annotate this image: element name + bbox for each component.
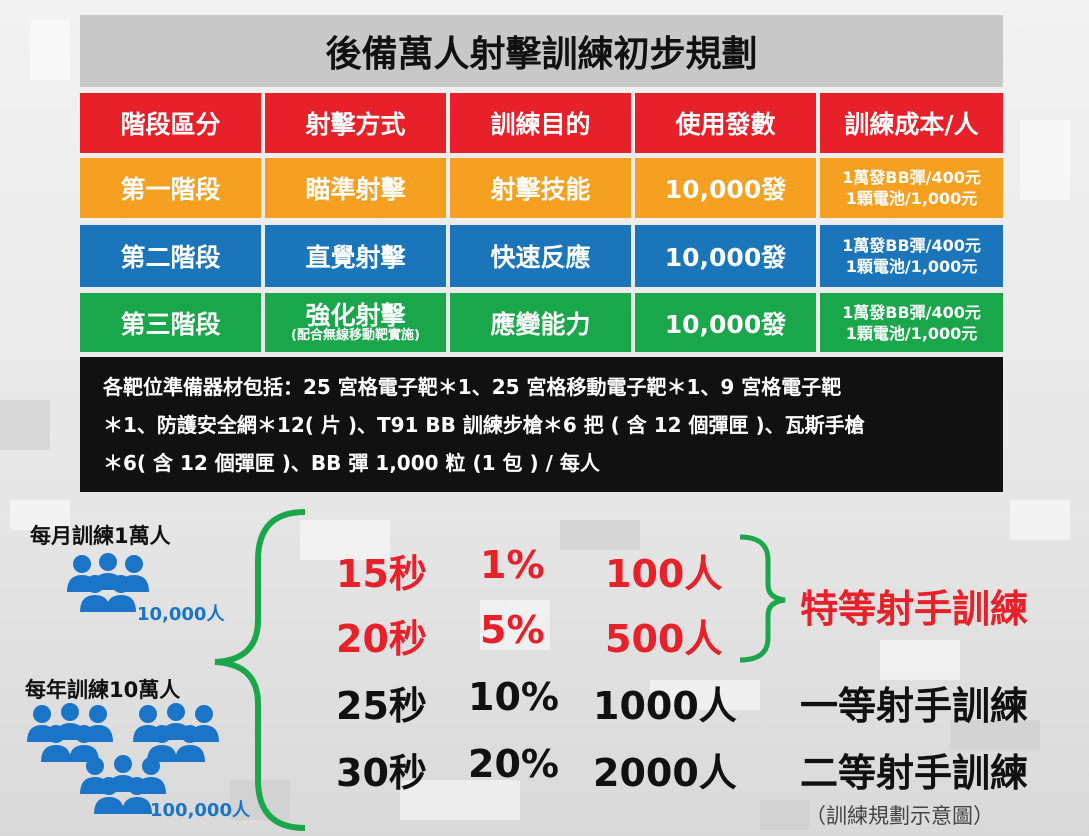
equipment-box: [80, 357, 1003, 492]
right-brace: [739, 534, 786, 663]
tier-people: 100人: [605, 552, 723, 596]
cell: 快速反應: [450, 225, 631, 287]
cost-cell: 1萬發BB彈/400元 1顆電池/1,000元: [820, 293, 1003, 352]
cell: 強化射擊 (配合無線移動靶實施): [265, 293, 446, 352]
yearly-count: 100,000人: [150, 800, 250, 821]
equipment-line: ＊6( 含 12 個彈匣 )、BB 彈 1,000 粒 (1 包 ) / 每人: [103, 451, 600, 475]
tier-time: 30秒: [336, 751, 427, 795]
cost-line: 1顆電池/1,000元: [845, 257, 978, 276]
first-label: 一等射手訓練: [800, 684, 1029, 728]
cost-line: 1萬發BB彈/400元: [842, 236, 981, 255]
header-cell: 階段區分: [80, 93, 261, 153]
tier-percent: 5%: [480, 608, 545, 652]
tier-people: 2000人: [593, 751, 737, 795]
method: 強化射擊: [305, 300, 406, 330]
cost-line: 1顆電池/1,000元: [845, 189, 978, 208]
cell: 射擊技能: [450, 158, 631, 218]
cell: 直覺射擊: [265, 225, 446, 287]
tier-percent: 10%: [468, 675, 559, 719]
tier-percent: 1%: [480, 543, 545, 587]
cell: 瞄準射擊: [265, 158, 446, 218]
cell: 應變能力: [450, 293, 631, 352]
cell: 第一階段: [80, 158, 261, 218]
equipment-line: ＊1、防護安全網＊12( 片 )、T91 BB 訓練步槍＊6 把 ( 含 12 …: [103, 413, 865, 437]
cost-cell: 1萬發BB彈/400元 1顆電池/1,000元: [820, 158, 1003, 218]
cell: 第三階段: [80, 293, 261, 352]
header-cell: 訓練目的: [450, 93, 631, 153]
tier-time: 20秒: [336, 617, 427, 661]
second-label: 二等射手訓練: [800, 751, 1029, 795]
title: 後備萬人射擊訓練初步規劃: [80, 15, 1003, 87]
cell: 10,000發: [635, 225, 816, 287]
cost-line: 1萬發BB彈/400元: [842, 168, 981, 187]
cell: 第二階段: [80, 225, 261, 287]
header-cell: 訓練成本/人: [820, 93, 1003, 153]
monthly-label: 每月訓練1萬人: [30, 524, 171, 548]
cost-line: 1萬發BB彈/400元: [842, 302, 981, 322]
cell: 10,000發: [635, 158, 816, 218]
cell: 10,000發: [635, 293, 816, 352]
monthly-count: 10,000人: [137, 604, 225, 625]
method-note: (配合無線移動靶實施): [291, 327, 420, 343]
tier-time: 25秒: [336, 684, 427, 728]
header-cell: 使用發數: [635, 93, 816, 153]
equipment-line: 各靶位準備器材包括：25 宮格電子靶＊1、25 宮格移動電子靶＊1、9 宮格電子…: [103, 375, 842, 399]
header-cell: 射擊方式: [265, 93, 446, 153]
cost-cell: 1萬發BB彈/400元 1顆電池/1,000元: [820, 225, 1003, 287]
tier-people: 1000人: [593, 684, 737, 728]
tier-people: 500人: [605, 617, 723, 661]
elite-label: 特等射手訓練: [800, 587, 1029, 631]
caption: （訓練規劃示意圖）: [805, 804, 994, 828]
equipment: 各靶位準備器材包括：25 宮格電子靶＊1、25 宮格移動電子靶＊1、9 宮格電子…: [103, 368, 865, 482]
cost-line: 1顆電池/1,000元: [845, 323, 978, 343]
left-brace: [214, 509, 306, 831]
tier-time: 15秒: [336, 552, 427, 596]
yearly-label: 每年訓練10萬人: [25, 678, 181, 702]
tier-percent: 20%: [468, 742, 559, 786]
